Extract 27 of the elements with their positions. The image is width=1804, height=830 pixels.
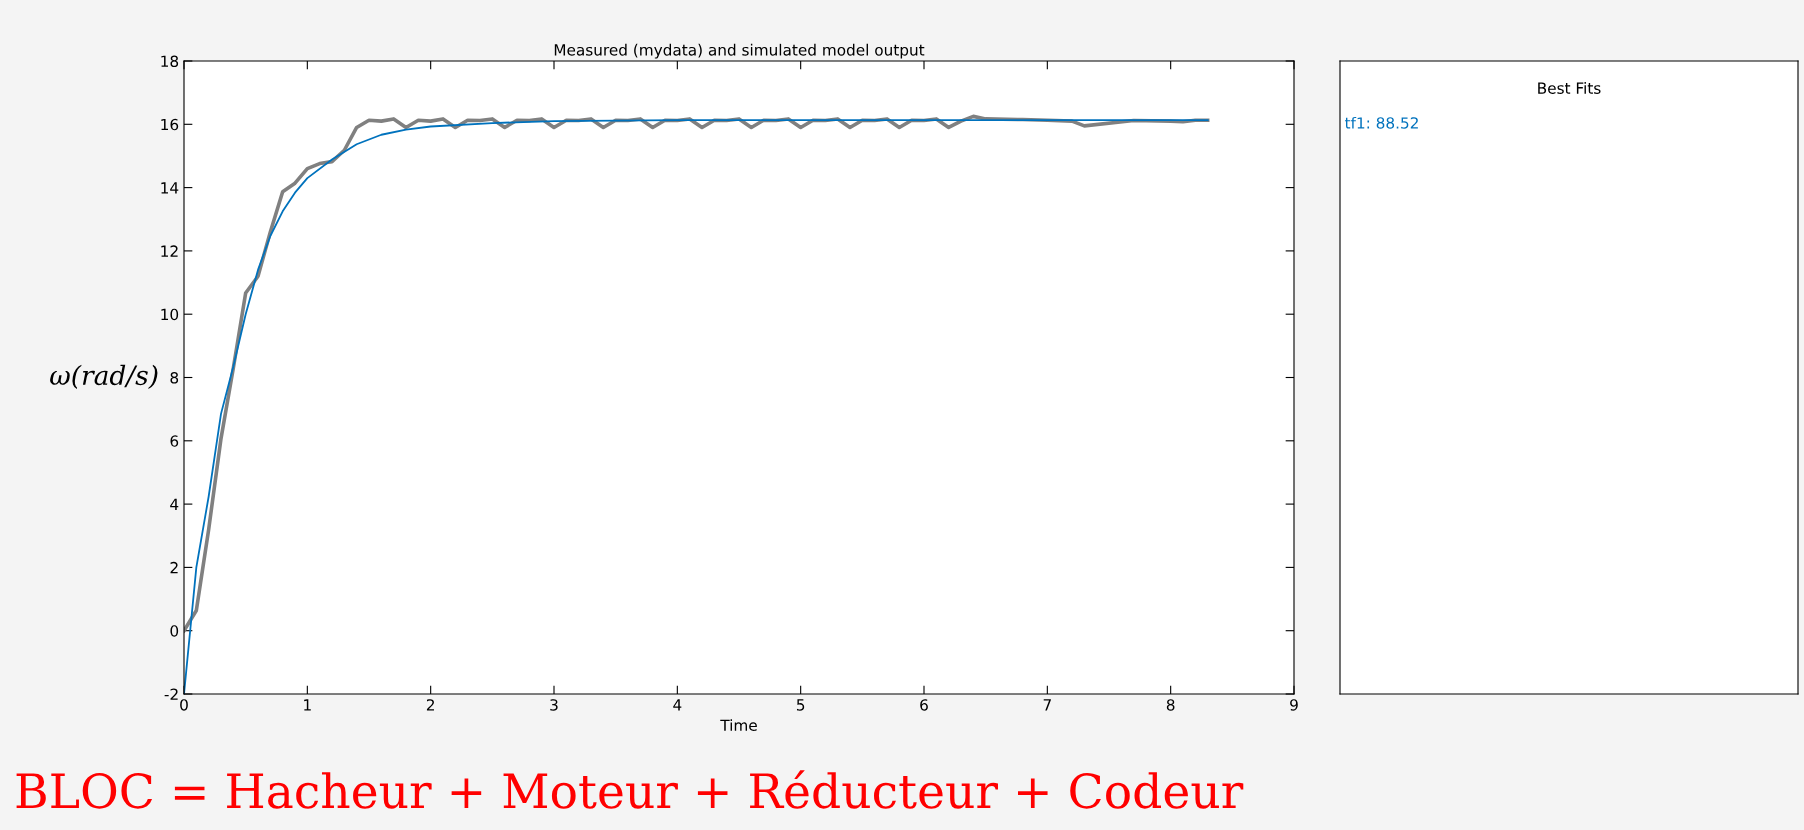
y-tick-label: 10 (161, 308, 179, 321)
text: BLOC = Hacheur + Moteur + Réducteur + Codeur (16, 770, 1244, 809)
y-axis-title: ω(rad/s) (50, 364, 158, 389)
y-tick-label: -2 (164, 688, 178, 700)
y-tick-label: 14 (161, 182, 179, 194)
x-tick-label: 3 (550, 699, 558, 711)
x-tick-label: 7 (1043, 699, 1051, 711)
y-tick-label: 2 (170, 561, 178, 574)
y-tick-label: 16 (161, 118, 179, 131)
chart-title: Measured (mydata) and simulated model output (554, 43, 925, 59)
x-tick-label: 4 (673, 699, 682, 711)
y-tick-label: 18 (161, 55, 179, 68)
x-tick-label: 9 (1290, 699, 1298, 711)
x-axis-title: Time (720, 719, 757, 732)
text: tf1: 88.52 (1344, 116, 1418, 129)
y-tick-label: 12 (161, 245, 178, 257)
y-tick-label: 0 (170, 625, 179, 637)
legend-title: Best Fits (1538, 82, 1601, 94)
y-tick-label: 4 (170, 498, 179, 510)
y-tick-label: 6 (170, 435, 179, 447)
x-tick-label: 0 (180, 699, 188, 711)
x-tick-label: 6 (920, 699, 928, 711)
x-tick-label: 5 (796, 699, 805, 711)
x-tick-label: 2 (426, 699, 434, 711)
y-tick-label: 8 (170, 371, 179, 384)
x-tick-label: 1 (304, 699, 311, 711)
x-tick-label: 8 (1166, 699, 1175, 711)
